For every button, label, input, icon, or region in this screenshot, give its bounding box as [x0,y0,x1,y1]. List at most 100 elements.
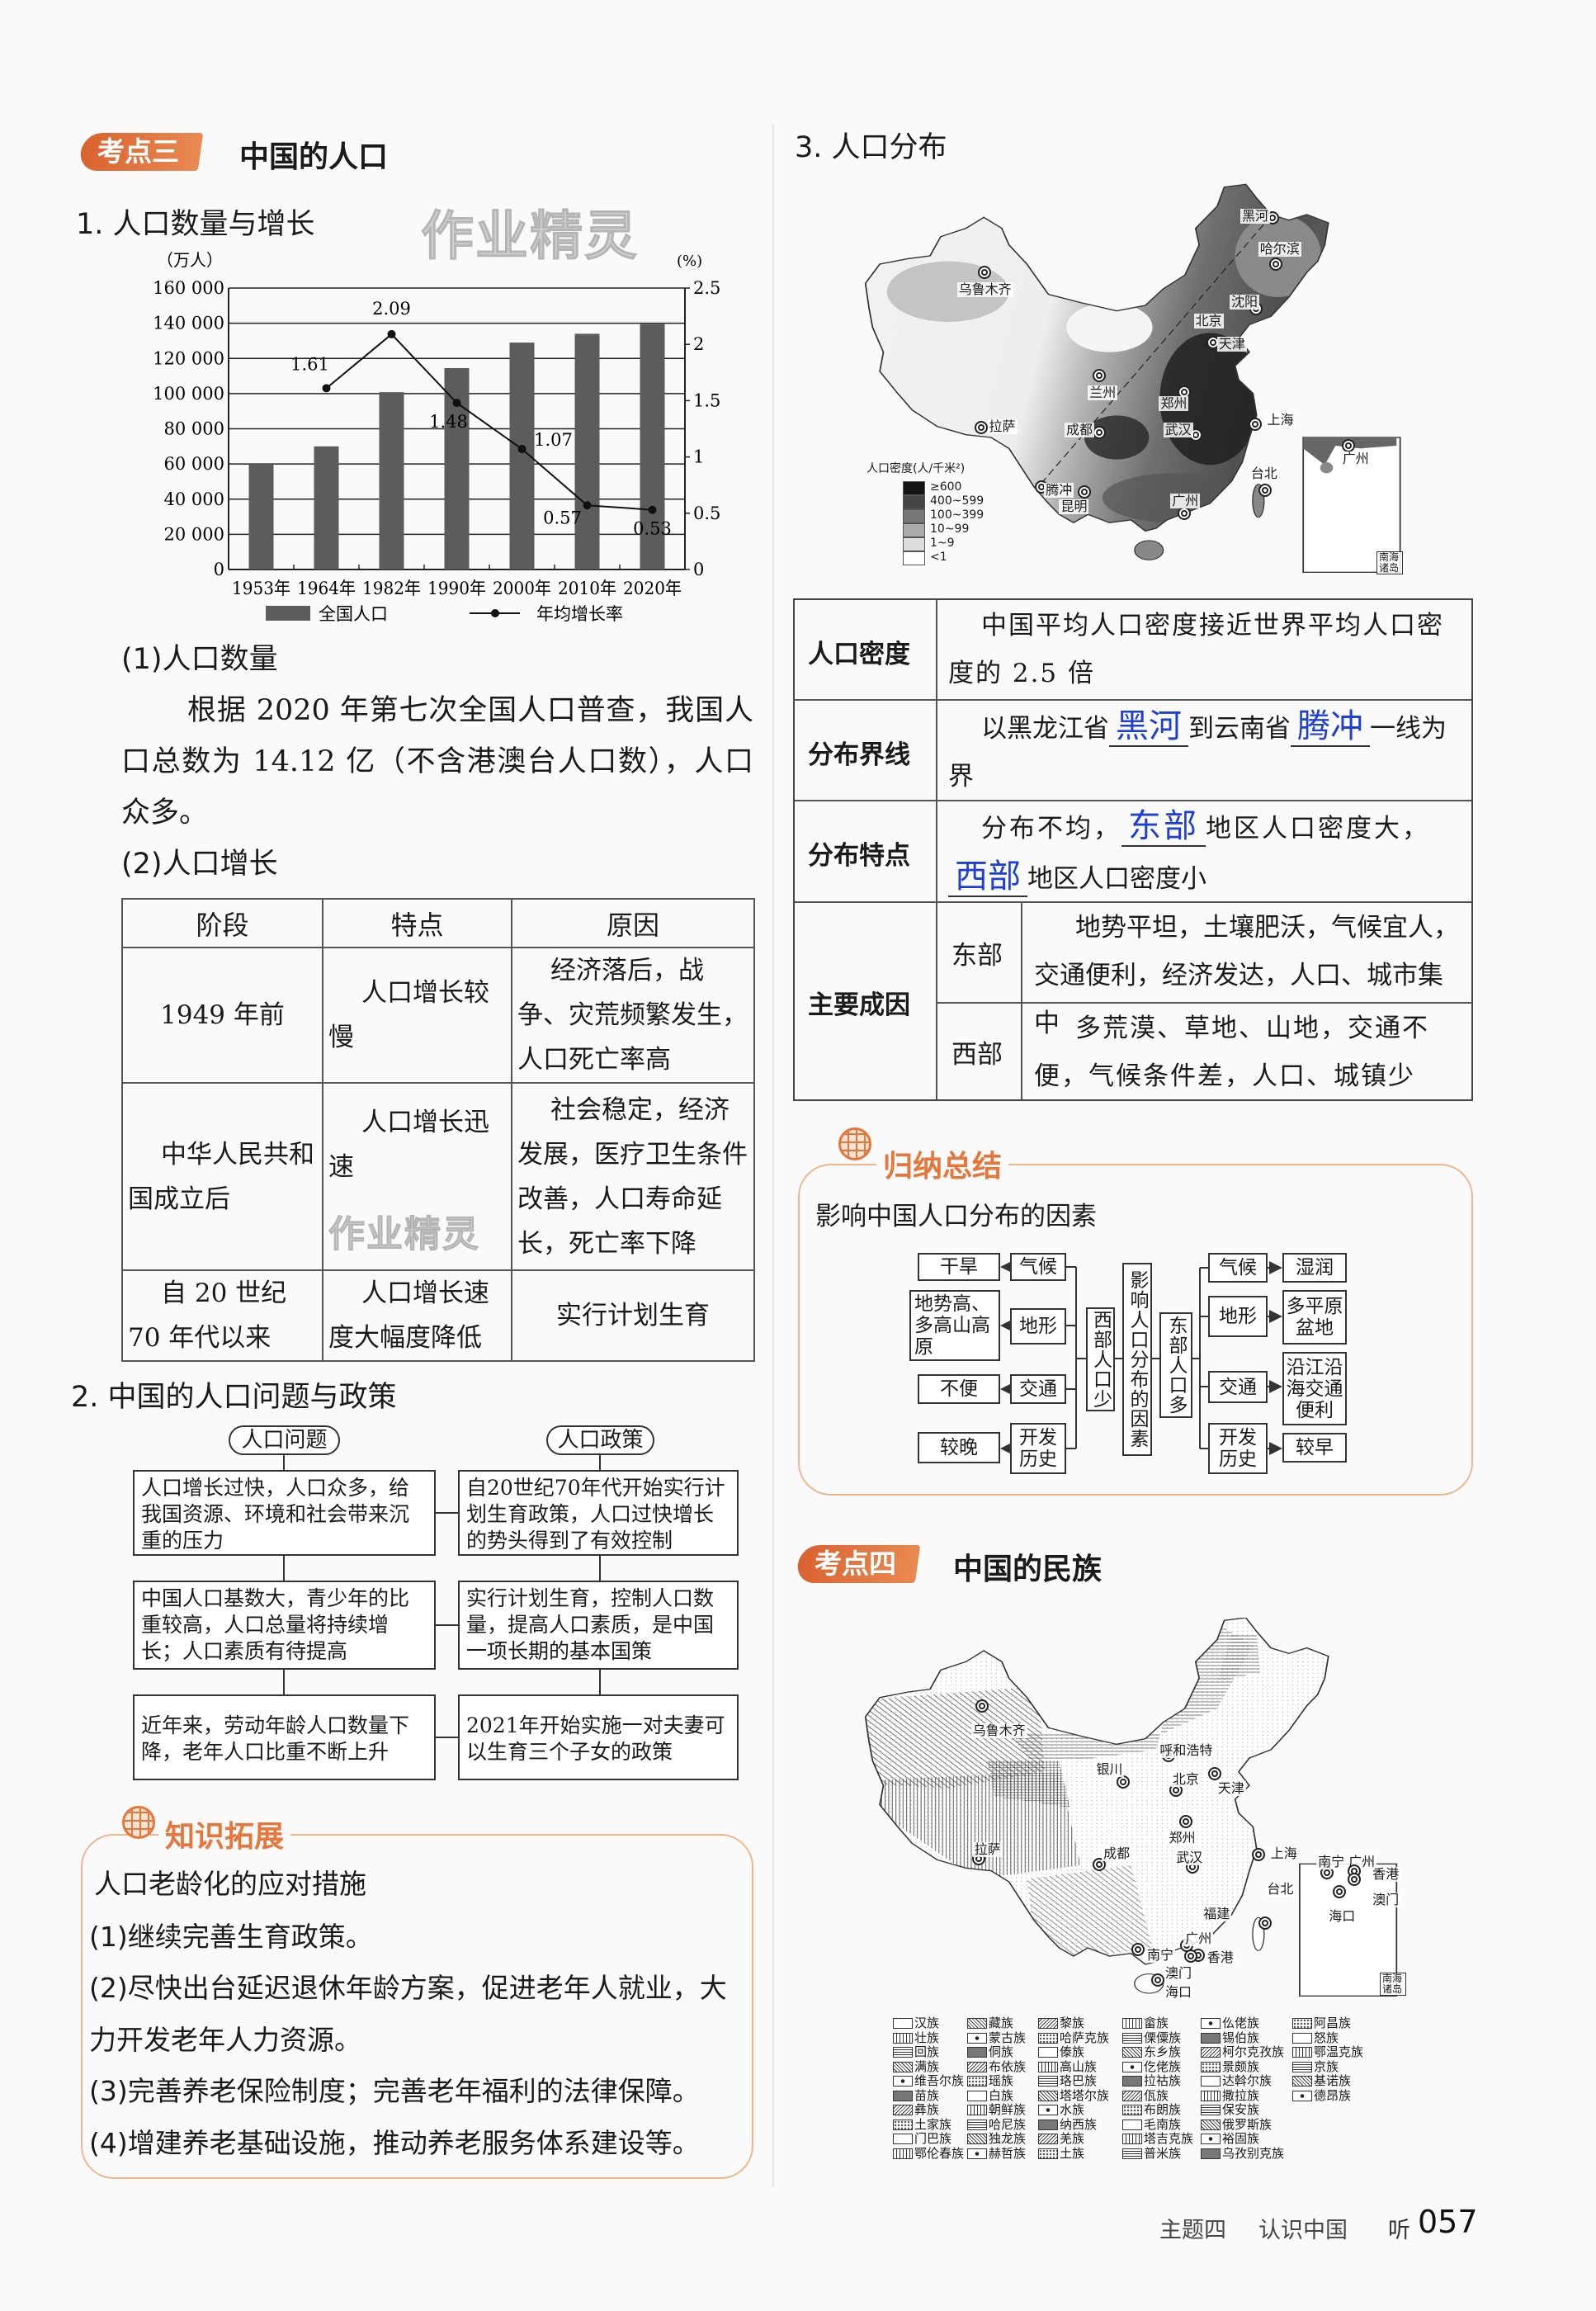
city-label: 沈阳 [1230,293,1260,310]
knowledge-title: 知识拓展 [158,1812,291,1855]
inset-label: 南海诸岛 [1376,551,1403,574]
legend-swatch [893,2018,913,2029]
diagram-connectors [1000,1260,1282,1455]
legend-swatch [1038,2134,1058,2144]
legend-swatch [1038,2061,1058,2072]
density-text: 中国平均人口密度接近世界平均人口密度的 2.5 倍 [948,611,1444,688]
legend-swatch [967,2032,987,2044]
legend-item: 保安族 [1201,2103,1259,2117]
city-marker-icon [978,266,992,280]
y-tick-label: 40 000 [164,489,224,509]
legend-label: 傈僳族 [1144,2030,1182,2045]
legend-label: 1~9 [930,536,955,550]
knowledge-heading: 人口老龄化的应对措施 [94,1868,366,1900]
problem-heading: 人口问题 [229,1425,340,1455]
legend-item: 布依族 [967,2059,1026,2074]
legend-bar-swatch [266,606,310,621]
city-marker-icon [1249,417,1263,431]
table-cell: 1949 年前 [121,947,323,1084]
sub-label: 东部 [951,941,1003,971]
summary-title: 归纳总结 [876,1142,1009,1185]
city-label: 广州 [1170,493,1201,509]
legend-label: 全国人口 [319,604,388,624]
legend-swatch [1122,2076,1142,2087]
legend-label: 德昂族 [1314,2087,1352,2103]
legend-item: 毛南族 [1122,2117,1181,2132]
y-right-axis-unit: (%) [677,253,702,270]
city-label: 台北 [1249,466,1279,481]
x-tick-label: 1964年 [297,579,356,598]
city-marker-icon [1131,1943,1145,1956]
bar [640,324,665,569]
text: 一线为界 [948,714,1447,792]
legend-label: 回族 [914,2044,940,2059]
city-label: 台北 [1265,1881,1296,1897]
y-right-tick-label: 2 [693,334,704,354]
footer-theme: 主题四 [1159,2218,1226,2243]
answer-blank: 西部 [948,858,1027,897]
west-result: 地势高、多高山高原 [909,1290,1000,1361]
legend-item: 门巴族 [893,2132,951,2146]
legend-swatch [1292,2032,1312,2044]
legend-swatch [967,2018,987,2029]
legend-swatch [967,2119,987,2130]
table-row: 自 20 世纪 70 年代以来 人口增长速度大幅度降低 实行计划生育 [121,1269,755,1362]
legend-swatch [1201,2090,1221,2101]
growth-rate-point [648,505,657,514]
legend-item: 羌族 [1038,2132,1084,2146]
legend-item: 德昂族 [1292,2087,1352,2103]
city-label: 武汉 [1174,1849,1205,1865]
legend-label: 彝族 [914,2102,940,2117]
city-label: 香港 [1205,1949,1235,1966]
text: 以黑龙江省 [981,714,1109,744]
legend-item: 裕固族 [1201,2132,1259,2146]
legend-label: 哈尼族 [989,2116,1027,2132]
policy-box: 2021年开始实施一对夫妻可以生育三个子女的政策 [458,1694,739,1780]
legend-item: 拉祜族 [1122,2074,1181,2088]
city-marker-icon [1183,1949,1197,1964]
legend-label: 朝鲜族 [989,2102,1027,2117]
legend-item: 仡佬族 [1122,2059,1181,2074]
legend-label: 怒族 [1314,2030,1339,2045]
legend-swatch [1292,2047,1312,2058]
legend-swatch [1201,2076,1221,2087]
legend-swatch [967,2105,987,2115]
east-factor: 开发历史 [1208,1423,1268,1474]
legend-swatch [1201,2119,1221,2130]
legend-label: 100~399 [930,508,985,522]
city-label: 拉萨 [972,1841,1003,1857]
city-marker-icon [1179,1815,1193,1828]
legend-item: 怒族 [1292,2030,1339,2045]
subsection-title: 2. 中国的人口问题与政策 [71,1381,397,1414]
legend-label: 维吾尔族 [914,2073,965,2088]
legend-item: 仫佬族 [1201,2016,1259,2030]
legend-item: 土家族 [893,2117,951,2132]
legend-swatch [1038,2119,1058,2130]
legend-item: 赫哲族 [967,2146,1026,2161]
legend-item: 汉族 [893,2016,939,2030]
footer-listen: 听 [1388,2218,1410,2243]
west-factor: 开发历史 [1010,1423,1066,1474]
x-tick-label: 2000年 [493,579,551,598]
legend-item: 塔吉克族 [1122,2132,1193,2146]
knowledge-box [81,1834,753,2179]
legend-label: 10~99 [930,522,970,536]
growth-rate-point [387,329,396,338]
table-cell: 人口增长速度大幅度降低 [322,1269,512,1362]
city-marker-icon [1332,1885,1346,1898]
table-header-row: 阶段 特点 原因 [121,898,755,948]
city-label: 海口 [1164,1984,1194,2000]
legend-item: 珞巴族 [1038,2074,1097,2088]
city-label: 南宁 [1145,1947,1176,1963]
city-marker-icon [1258,483,1273,497]
column-header: 特点 [322,898,512,948]
legend-label: 满族 [914,2058,940,2074]
globe-icon [838,1127,871,1160]
city-label: 乌鲁木齐 [956,281,1013,297]
y-tick-label: 160 000 [153,278,224,298]
legend-label: 土族 [1060,2145,1085,2161]
legend-swatch [893,2134,913,2144]
city-label: 兰州 [1088,384,1118,400]
legend-label: 景颇族 [1222,2058,1260,2074]
flow-connectors [283,1455,601,1738]
